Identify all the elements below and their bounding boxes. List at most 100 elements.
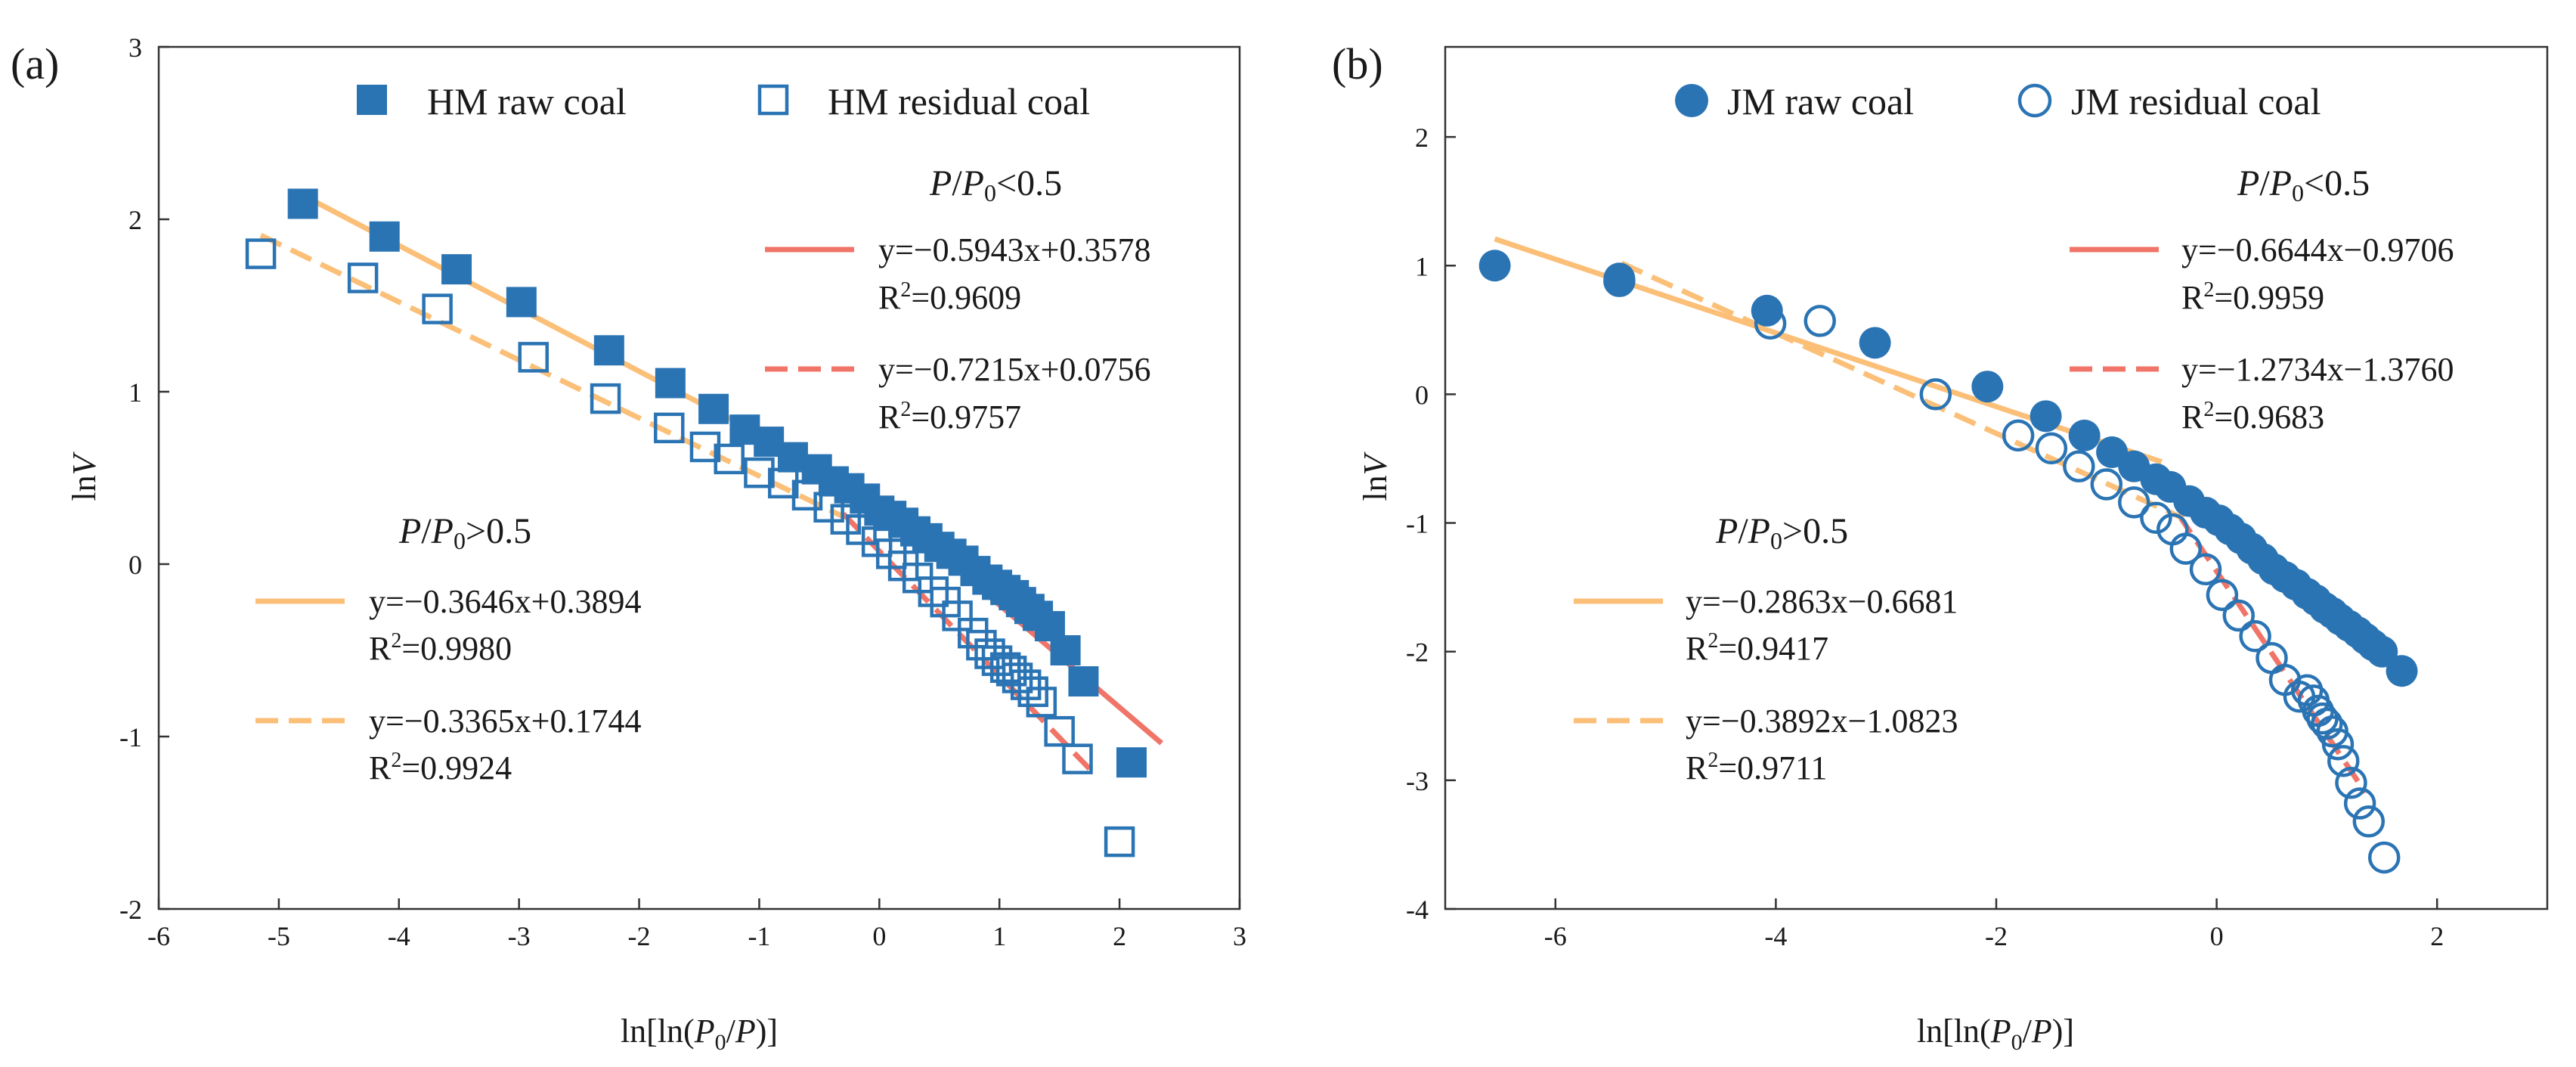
hm-residual-coal-point xyxy=(830,504,862,535)
panel-a-low-dash-equation: y=−0.7215x+0.0756 xyxy=(878,351,1150,388)
y-tick-label: -1 xyxy=(1406,509,1429,539)
legend-jm-raw-label: JM raw coal xyxy=(1727,80,1914,123)
jm-residual-coal-point xyxy=(2239,620,2271,653)
y-tick-label: -2 xyxy=(119,895,142,925)
hm-raw-coal-point xyxy=(441,254,472,285)
panel-b-high-dash-equation: y=−0.3892x−1.0823 xyxy=(1686,703,1958,740)
panel-b: (b) -4 -3 -2 -1 0 1 2 -6 -4 -2 0 2 lnV ln[ln(P0/P)… xyxy=(1332,39,2549,1055)
panel-a-low-solid-equation: y=−0.5943x+0.3578 xyxy=(878,231,1150,268)
panel-a: (a) -2 -1 0 1 2 3 -6 -5 -4 -3 -2 -1 0 1 2 3 lnV ln[ln(… xyxy=(11,33,1246,1055)
hm-residual-coal-point xyxy=(744,457,775,489)
x-tick-label: -2 xyxy=(628,921,651,951)
jm-residual-coal-point xyxy=(1804,305,1836,337)
panel-a-high-dash-equation: y=−0.3365x+0.1744 xyxy=(369,703,641,740)
panel-b-low-solid-equation: y=−0.6644x−0.9706 xyxy=(2181,231,2454,268)
x-tick-label: -5 xyxy=(268,921,290,951)
hm-raw-coal-point xyxy=(593,335,624,366)
jm-residual-coal-point xyxy=(2118,486,2150,519)
x-tick-label: 2 xyxy=(2430,921,2444,951)
panel-a-legend: HM raw coal HM residual coal xyxy=(357,80,1090,123)
panel-b-y-axis-title: lnV xyxy=(1357,451,1394,501)
panel-a-y-axis-title: lnV xyxy=(66,451,103,501)
panel-a-x-axis-title: ln[ln(P0/P)] xyxy=(621,1013,778,1055)
hm-residual-coal-point xyxy=(422,293,453,324)
hm-residual-coal-point xyxy=(966,629,997,661)
hm-residual-coal-point xyxy=(654,412,685,444)
y-tick-label: 2 xyxy=(128,205,142,235)
x-tick-label: -3 xyxy=(508,921,531,951)
jm-residual-coal-point xyxy=(2343,787,2376,820)
jm-residual-coal-point xyxy=(2311,707,2343,740)
panel-a-y-ticks: -2 -1 0 1 2 3 xyxy=(119,33,169,925)
panel-b-low-condition-title: P/P0<0.5 xyxy=(2237,163,2370,206)
jm-residual-coal-point xyxy=(2002,419,2035,452)
panel-a-high-condition-title: P/P0>0.5 xyxy=(398,511,531,554)
x-tick-label: 2 xyxy=(1113,921,1126,951)
panel-a-tag: (a) xyxy=(11,39,59,88)
legend-hm-residual-label: HM residual coal xyxy=(828,80,1090,123)
hm-raw-coal-point xyxy=(655,368,686,399)
panel-b-high-solid-r2: R2=0.9417 xyxy=(1686,629,1828,667)
fit-line-high-solid xyxy=(1494,236,2163,465)
hm-residual-coal-point xyxy=(1026,687,1057,718)
jm-residual-coal-point xyxy=(2206,578,2239,612)
y-tick-label: -4 xyxy=(1406,895,1429,925)
legend-hm-residual-marker xyxy=(757,84,789,116)
jm-residual-coal-point xyxy=(1754,307,1787,340)
legend-jm-residual-marker xyxy=(2017,83,2052,118)
hm-residual-coal-point xyxy=(1010,669,1042,700)
jm-residual-coal-point xyxy=(2035,432,2068,465)
jm-raw-coal-point xyxy=(2366,635,2398,668)
y-tick-label: 0 xyxy=(1415,380,1429,410)
panel-a-high-solid-r2: R2=0.9980 xyxy=(369,629,512,667)
jm-residual-coal-point xyxy=(2367,841,2401,874)
y-tick-label: 2 xyxy=(1415,123,1429,153)
panel-b-high-condition-title: P/P0>0.5 xyxy=(1715,511,1848,554)
jm-residual-coal-point xyxy=(2352,805,2386,838)
y-tick-label: -2 xyxy=(1406,637,1429,668)
y-tick-label: 0 xyxy=(128,550,142,580)
jm-residual-coal-point xyxy=(2140,501,2172,534)
panel-b-low-dash-r2: R2=0.9683 xyxy=(2181,398,2324,436)
y-tick-label: 3 xyxy=(128,33,142,63)
y-tick-label: -3 xyxy=(1406,766,1429,796)
y-tick-label: 1 xyxy=(128,377,142,408)
panel-a-plot-frame xyxy=(157,45,1241,910)
panel-b-high-solid-equation: y=−0.2863x−0.6681 xyxy=(1686,583,1958,620)
panel-b-x-axis-title: ln[ln(P0/P)] xyxy=(1917,1013,2074,1055)
x-tick-label: 0 xyxy=(872,921,886,951)
panel-a-high-dash-r2: R2=0.9924 xyxy=(369,749,512,786)
x-tick-label: -4 xyxy=(388,921,410,951)
jm-residual-coal-point xyxy=(1919,378,1952,411)
hm-raw-coal-point xyxy=(698,393,729,424)
jm-residual-coal-point xyxy=(2222,599,2256,632)
legend-hm-raw-label: HM raw coal xyxy=(427,80,627,123)
jm-residual-coal-point xyxy=(2335,767,2367,799)
panel-b-high-dash-r2: R2=0.9711 xyxy=(1686,749,1828,786)
x-tick-label: -4 xyxy=(1764,921,1787,951)
x-tick-label: -6 xyxy=(147,921,170,951)
panel-b-data-points xyxy=(1478,250,2418,874)
jm-raw-coal-point xyxy=(2386,655,2418,687)
jm-raw-coal-point xyxy=(2030,400,2062,433)
y-tick-label: 1 xyxy=(1415,251,1429,281)
x-tick-label: 0 xyxy=(2210,921,2224,951)
jm-raw-coal-point xyxy=(1859,327,1891,359)
hm-residual-coal-point xyxy=(347,262,379,293)
jm-residual-coal-point xyxy=(2063,450,2095,482)
x-tick-label: 1 xyxy=(992,921,1006,951)
x-tick-label: -1 xyxy=(748,921,770,951)
panel-a-high-solid-equation: y=−0.3646x+0.3894 xyxy=(369,583,641,620)
jm-raw-coal-point xyxy=(2068,419,2101,451)
hm-residual-coal-point xyxy=(518,342,549,373)
panel-a-x-ticks: -6 -5 -4 -3 -2 -1 0 1 2 3 xyxy=(147,898,1246,951)
panel-b-plot-frame xyxy=(1444,45,2549,910)
hm-residual-coal-point xyxy=(1044,715,1075,747)
jm-residual-coal-point xyxy=(2321,727,2355,761)
x-tick-label: 3 xyxy=(1233,921,1246,951)
jm-residual-coal-point xyxy=(2090,468,2123,501)
x-tick-label: -2 xyxy=(1985,921,2008,951)
hm-raw-coal-point xyxy=(1050,635,1081,665)
legend-hm-raw-marker xyxy=(357,85,387,115)
